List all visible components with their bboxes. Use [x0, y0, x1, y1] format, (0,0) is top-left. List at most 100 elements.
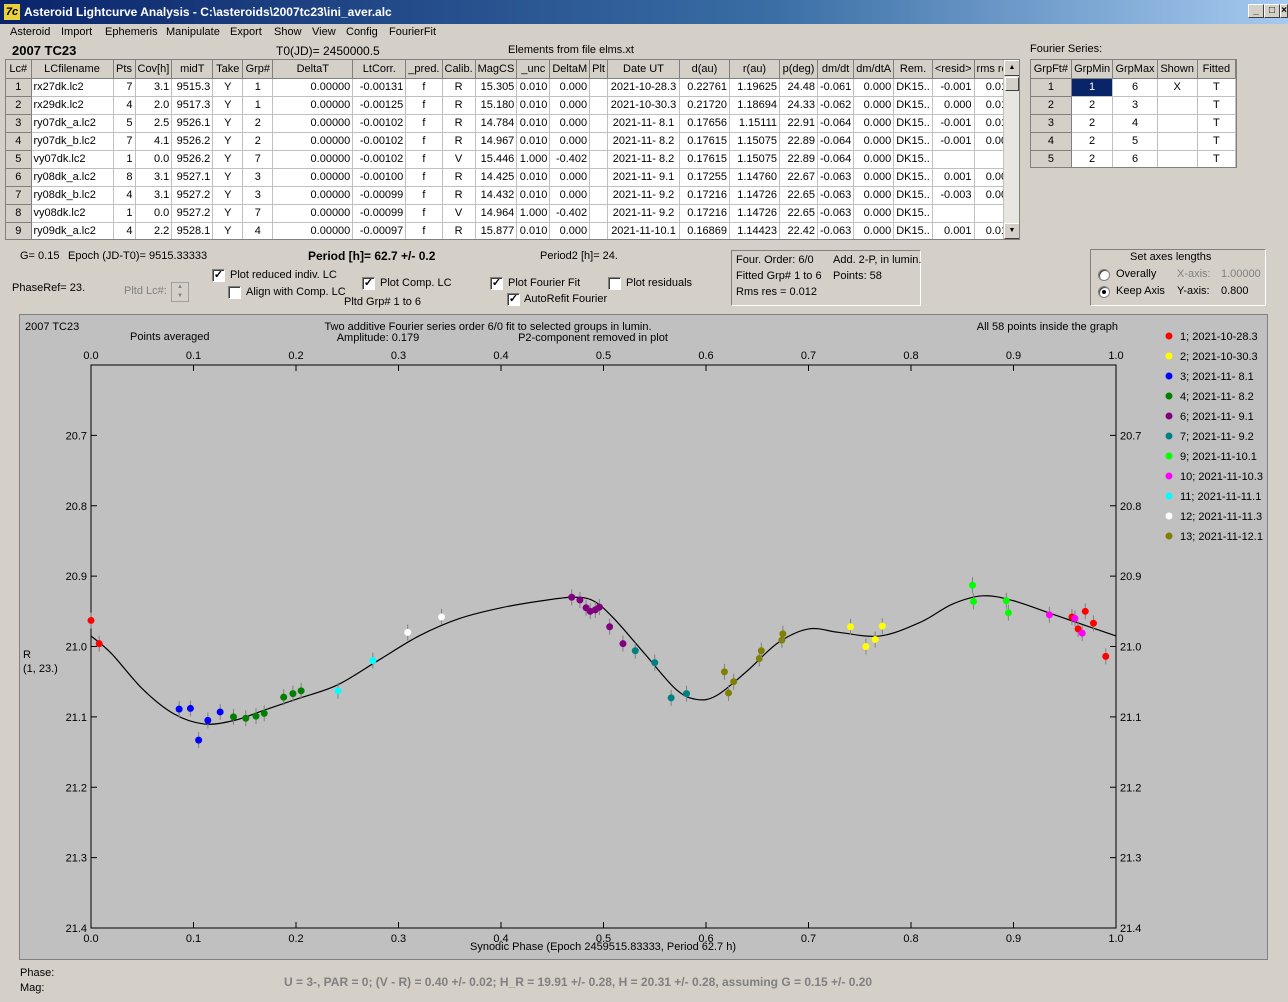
lc-cell[interactable]: 0.010 — [516, 168, 551, 187]
table-row[interactable]: 8 vy08dk.lc2 1 0.0 9527.2 Y 7 0.00000 -0.00099 f V… — [6, 204, 1017, 223]
lc-cell[interactable]: DK15.. — [893, 78, 933, 97]
lc-cell[interactable]: ry08dk_a.lc2 — [31, 168, 114, 187]
lc-cell[interactable]: 15.305 — [475, 78, 518, 97]
lc-cell[interactable]: 0.000 — [549, 222, 591, 239]
fourier-cell[interactable]: 1 — [1031, 78, 1072, 97]
lc-cell[interactable]: Y — [212, 168, 244, 187]
lc-cell[interactable]: Y — [212, 114, 244, 133]
lc-cell[interactable]: f — [405, 78, 443, 97]
lc-cell[interactable]: 7 — [113, 78, 136, 97]
lc-cell[interactable]: 8 — [6, 204, 32, 223]
lc-cell[interactable]: 22.67 — [779, 168, 818, 187]
lc-cell[interactable]: Y — [212, 186, 244, 205]
lc-cell[interactable]: -0.062 — [817, 96, 855, 115]
lc-cell[interactable] — [932, 150, 975, 169]
column-header[interactable]: Take — [212, 60, 244, 79]
lc-cell[interactable]: 0.0 — [135, 204, 173, 223]
lc-cell[interactable]: -0.001 — [932, 114, 975, 133]
fourier-cell[interactable]: 6 — [1112, 78, 1158, 97]
lc-cell[interactable]: 2021-11- 9.2 — [607, 186, 680, 205]
column-header[interactable]: LtCorr. — [352, 60, 407, 79]
lc-cell[interactable] — [589, 204, 608, 223]
lc-cell[interactable]: 4.1 — [135, 132, 173, 151]
lc-cell[interactable]: 0.010 — [516, 186, 551, 205]
column-header[interactable]: Date UT — [607, 60, 680, 79]
fourier-cell[interactable] — [1157, 96, 1198, 115]
column-header[interactable]: LCfilename — [31, 60, 114, 79]
lc-cell[interactable]: 1.19625 — [729, 78, 780, 97]
lc-cell[interactable]: 7 — [6, 186, 32, 205]
column-header[interactable]: DeltaT — [272, 60, 354, 79]
lc-cell[interactable]: 9527.2 — [171, 204, 214, 223]
fourier-cell[interactable]: T — [1197, 78, 1236, 97]
lc-cell[interactable]: 8 — [113, 168, 136, 187]
lc-cell[interactable]: -0.00099 — [352, 204, 407, 223]
lc-cell[interactable]: 14.432 — [475, 186, 518, 205]
lc-cell[interactable]: 5 — [113, 114, 136, 133]
lc-cell[interactable]: 0.16869 — [679, 222, 730, 239]
lc-cell[interactable]: R — [442, 96, 476, 115]
column-header[interactable]: d(au) — [679, 60, 730, 79]
fourier-cell[interactable] — [1157, 132, 1198, 151]
lc-cell[interactable] — [589, 114, 608, 133]
menu-ephemeris[interactable]: Ephemeris — [105, 26, 158, 38]
lc-cell[interactable]: -0.402 — [549, 150, 591, 169]
lc-cell[interactable]: 2021-10-30.3 — [607, 96, 680, 115]
lc-cell[interactable]: 1.14760 — [729, 168, 780, 187]
lc-cell[interactable]: 3 — [242, 168, 274, 187]
fourier-cell[interactable]: 2 — [1071, 96, 1114, 115]
lc-cell[interactable]: R — [442, 114, 476, 133]
lc-cell[interactable]: f — [405, 168, 443, 187]
lc-cell[interactable]: -0.00125 — [352, 96, 407, 115]
lc-cell[interactable] — [932, 204, 975, 223]
column-header[interactable]: _pred. — [405, 60, 443, 79]
lc-cell[interactable]: 1 — [242, 96, 274, 115]
lc-cell[interactable] — [589, 132, 608, 151]
lc-cell[interactable] — [589, 168, 608, 187]
lc-cell[interactable]: 3 — [6, 114, 32, 133]
lc-cell[interactable]: -0.064 — [817, 114, 855, 133]
lc-cell[interactable]: Y — [212, 78, 244, 97]
lc-cell[interactable]: 14.784 — [475, 114, 518, 133]
menu-manipulate[interactable]: Manipulate — [166, 26, 220, 38]
column-header[interactable]: Calib. — [442, 60, 476, 79]
lc-cell[interactable]: 0.00000 — [272, 168, 354, 187]
lc-cell[interactable]: 9527.1 — [171, 168, 214, 187]
lc-cell[interactable]: 0.000 — [853, 132, 895, 151]
lc-cell[interactable]: ry09dk_a.lc2 — [31, 222, 114, 239]
lc-cell[interactable]: -0.063 — [817, 186, 855, 205]
lc-cell[interactable]: vy08dk.lc2 — [31, 204, 114, 223]
column-header[interactable]: Cov[h] — [135, 60, 173, 79]
column-header[interactable]: GrpMin — [1071, 60, 1114, 79]
lc-cell[interactable]: 3.1 — [135, 186, 173, 205]
lc-cell[interactable]: 15.446 — [475, 150, 518, 169]
lc-cell[interactable]: 0.17255 — [679, 168, 730, 187]
column-header[interactable]: p(deg) — [779, 60, 818, 79]
lc-cell[interactable]: -0.063 — [817, 222, 855, 239]
lc-cell[interactable]: 0.000 — [549, 168, 591, 187]
menu-asteroid[interactable]: Asteroid — [10, 26, 51, 38]
lc-cell[interactable]: DK15.. — [893, 96, 933, 115]
lightcurve-grid[interactable]: Lc# LCfilename Pts Cov[h] midT Take Grp# DeltaT… — [5, 59, 1020, 240]
lc-cell[interactable]: 7 — [113, 132, 136, 151]
lc-cell[interactable]: 22.91 — [779, 114, 818, 133]
lc-cell[interactable]: 1.15111 — [729, 114, 780, 133]
lc-cell[interactable]: f — [405, 186, 443, 205]
lc-cell[interactable]: 2021-10-28.3 — [607, 78, 680, 97]
lc-cell[interactable]: 0.21720 — [679, 96, 730, 115]
column-header[interactable]: Fitted — [1197, 60, 1236, 79]
column-header[interactable]: <resid> — [932, 60, 975, 79]
lc-cell[interactable]: 0.00000 — [272, 150, 354, 169]
lc-cell[interactable]: 0.000 — [853, 150, 895, 169]
lc-cell[interactable]: 7 — [242, 150, 274, 169]
overally-radio[interactable] — [1098, 269, 1110, 281]
lightcurve-plot-panel[interactable]: 2007 TC23 Points averaged Two additive F… — [19, 314, 1268, 960]
lc-cell[interactable]: 0.010 — [516, 222, 551, 239]
lc-cell[interactable]: Y — [212, 222, 244, 239]
lc-cell[interactable]: -0.061 — [817, 78, 855, 97]
lc-cell[interactable]: 7 — [242, 204, 274, 223]
plot-residuals-checkbox[interactable] — [608, 277, 621, 290]
lc-cell[interactable]: 9526.1 — [171, 114, 214, 133]
column-header[interactable]: _unc — [516, 60, 551, 79]
